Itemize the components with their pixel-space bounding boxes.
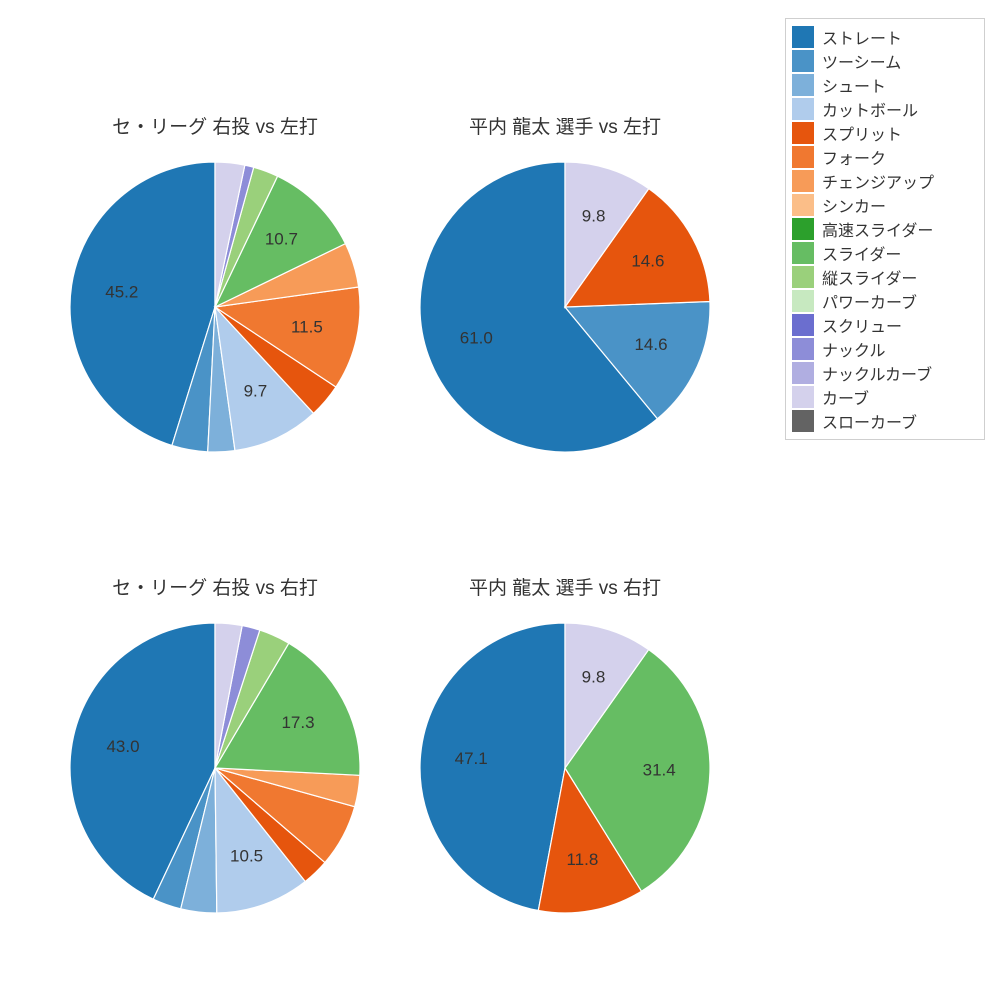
- pie-title: セ・リーグ 右投 vs 左打: [112, 112, 318, 139]
- legend-label: ストレート: [822, 25, 902, 49]
- legend-item: スライダー: [792, 241, 978, 265]
- pie-slice-label: 9.8: [582, 668, 606, 687]
- legend-item: チェンジアップ: [792, 169, 978, 193]
- legend-item: スプリット: [792, 121, 978, 145]
- pie-slice-label: 11.8: [566, 850, 598, 869]
- legend-swatch: [792, 74, 814, 96]
- legend-item: カットボール: [792, 97, 978, 121]
- legend: ストレートツーシームシュートカットボールスプリットフォークチェンジアップシンカー…: [785, 18, 985, 440]
- pie-slice-label: 9.7: [244, 382, 268, 401]
- legend-item: フォーク: [792, 145, 978, 169]
- legend-swatch: [792, 290, 814, 312]
- chart-grid: セ・リーグ 右投 vs 左打 45.2 9.7 11.5 10.7 平内 龍太 選手 vs…: [0, 0, 1000, 1000]
- legend-item: シンカー: [792, 193, 978, 217]
- legend-label: 縦スライダー: [822, 265, 917, 289]
- legend-item: 縦スライダー: [792, 265, 978, 289]
- legend-swatch: [792, 410, 814, 432]
- pie-slice: [420, 623, 565, 911]
- pie-chart: 45.2 9.7 11.5 10.7: [66, 158, 364, 456]
- legend-item: パワーカーブ: [792, 289, 978, 313]
- legend-label: 高速スライダー: [822, 217, 933, 241]
- pie-slice-label: 47.1: [455, 749, 488, 768]
- legend-label: スクリュー: [822, 313, 902, 337]
- legend-item: 高速スライダー: [792, 217, 978, 241]
- pie-slice-label: 14.6: [634, 335, 667, 354]
- pie-slice-label: 11.5: [291, 317, 323, 336]
- legend-label: ナックルカーブ: [822, 361, 932, 385]
- legend-item: スクリュー: [792, 313, 978, 337]
- pie-chart: 43.0 10.5 17.3: [66, 619, 364, 917]
- legend-label: スプリット: [822, 121, 902, 145]
- legend-label: パワーカーブ: [822, 289, 917, 313]
- legend-item: ナックル: [792, 337, 978, 361]
- legend-swatch: [792, 50, 814, 72]
- legend-swatch: [792, 122, 814, 144]
- legend-item: ツーシーム: [792, 49, 978, 73]
- pie-slice-label: 14.6: [631, 252, 664, 271]
- legend-swatch: [792, 266, 814, 288]
- legend-swatch: [792, 218, 814, 240]
- pie-slice-label: 45.2: [105, 282, 138, 301]
- legend-label: カーブ: [822, 385, 869, 409]
- legend-label: チェンジアップ: [822, 169, 934, 193]
- legend-swatch: [792, 146, 814, 168]
- pie-slice-label: 10.7: [265, 230, 298, 249]
- pie-slice-label: 10.5: [230, 846, 263, 865]
- legend-label: フォーク: [822, 145, 886, 169]
- pie-slice-label: 61.0: [460, 328, 493, 347]
- legend-swatch: [792, 194, 814, 216]
- pie-slice-label: 17.3: [281, 713, 314, 732]
- legend-swatch: [792, 362, 814, 384]
- legend-label: ツーシーム: [822, 49, 901, 73]
- legend-label: ナックル: [822, 337, 886, 361]
- legend-swatch: [792, 314, 814, 336]
- legend-swatch: [792, 386, 814, 408]
- legend-label: スローカーブ: [822, 409, 917, 433]
- legend-swatch: [792, 26, 814, 48]
- pie-title: セ・リーグ 右投 vs 右打: [112, 573, 318, 600]
- pie-slice-label: 9.8: [582, 207, 606, 226]
- legend-item: カーブ: [792, 385, 978, 409]
- legend-label: カットボール: [822, 97, 918, 121]
- legend-swatch: [792, 242, 814, 264]
- pie-slice-label: 43.0: [106, 737, 139, 756]
- legend-swatch: [792, 338, 814, 360]
- legend-label: シンカー: [822, 193, 886, 217]
- pie-chart: 61.0 14.6 14.6 9.8: [416, 158, 714, 456]
- legend-item: ストレート: [792, 25, 978, 49]
- legend-swatch: [792, 170, 814, 192]
- legend-label: スライダー: [822, 241, 901, 265]
- legend-item: シュート: [792, 73, 978, 97]
- pie-slice-label: 31.4: [643, 760, 676, 779]
- legend-swatch: [792, 98, 814, 120]
- pie-chart: 47.1 11.8 31.4 9.8: [416, 619, 714, 917]
- pie-title: 平内 龍太 選手 vs 左打: [469, 112, 661, 139]
- pie-title: 平内 龍太 選手 vs 右打: [469, 573, 661, 600]
- legend-item: ナックルカーブ: [792, 361, 978, 385]
- legend-label: シュート: [822, 73, 886, 97]
- legend-item: スローカーブ: [792, 409, 978, 433]
